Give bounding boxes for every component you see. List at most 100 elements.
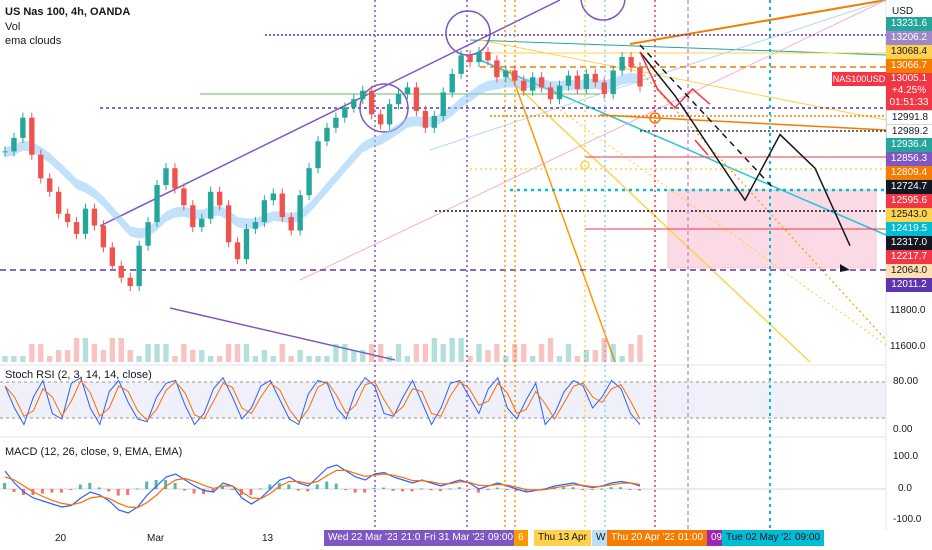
price-tag[interactable]: 12595.6	[886, 194, 932, 208]
date-tag[interactable]: 09:00	[791, 530, 825, 546]
candle[interactable]	[369, 90, 375, 115]
candle[interactable]	[261, 200, 268, 223]
candle[interactable]	[2, 151, 8, 153]
candle[interactable]	[342, 107, 348, 118]
yellow-dotted-fan-line[interactable]	[559, 109, 887, 346]
candle[interactable]	[199, 218, 205, 228]
candle[interactable]	[619, 57, 625, 71]
candle[interactable]	[467, 55, 473, 63]
candle[interactable]	[279, 193, 285, 218]
annotation-circle-4[interactable]	[649, 112, 661, 124]
candle[interactable]	[529, 77, 536, 91]
candle[interactable]	[216, 191, 223, 206]
orange-fan-line[interactable]	[509, 69, 616, 363]
candle[interactable]	[234, 242, 241, 260]
candle[interactable]	[449, 73, 455, 93]
candle[interactable]	[11, 137, 17, 152]
date-tag[interactable]: Thu 20 Apr '23	[607, 530, 680, 546]
candle[interactable]	[243, 228, 250, 260]
candle[interactable]	[252, 222, 259, 229]
price-tag[interactable]: 13206.2	[886, 31, 932, 45]
candle[interactable]	[64, 213, 71, 223]
candle[interactable]	[485, 52, 491, 61]
price-tag[interactable]: 13068.4	[886, 45, 932, 59]
projection-path-red[interactable]	[639, 51, 711, 109]
candle[interactable]	[270, 193, 276, 201]
price-tag[interactable]: 12011.2	[886, 278, 932, 292]
candle[interactable]	[351, 99, 357, 108]
ema-cloud[interactable]	[5, 72, 640, 239]
candle[interactable]	[377, 114, 384, 125]
macd-line[interactable]	[4, 464, 641, 514]
candle[interactable]	[288, 217, 294, 231]
candle[interactable]	[100, 225, 107, 248]
candle[interactable]	[386, 104, 393, 125]
candle[interactable]	[601, 82, 607, 95]
candle[interactable]	[538, 77, 545, 88]
price-tag[interactable]: 12419.5	[886, 222, 932, 236]
candle[interactable]	[404, 87, 411, 95]
candle[interactable]	[172, 168, 178, 189]
candle[interactable]	[333, 117, 339, 128]
date-tag[interactable]: Fri 31 Mar '23	[420, 530, 490, 546]
vol-label[interactable]: Vol	[5, 21, 21, 33]
candle[interactable]	[225, 205, 232, 243]
candle[interactable]	[547, 87, 554, 100]
candle[interactable]	[422, 110, 429, 128]
candle[interactable]	[315, 141, 321, 169]
date-tag[interactable]: 6	[514, 530, 528, 546]
candle[interactable]	[583, 73, 590, 90]
candle[interactable]	[145, 222, 151, 246]
macd-signal-line[interactable]	[4, 469, 641, 509]
orange-dotted-fan-line[interactable]	[629, 59, 887, 341]
candle[interactable]	[574, 75, 581, 90]
price-tag[interactable]: 12217.7	[886, 250, 932, 264]
candle[interactable]	[306, 168, 312, 196]
candle[interactable]	[628, 57, 634, 68]
candle[interactable]	[118, 265, 124, 278]
candle[interactable]	[190, 205, 196, 228]
black-dashed-projection[interactable]	[639, 44, 776, 191]
candle[interactable]	[360, 90, 366, 100]
candle[interactable]	[208, 191, 214, 219]
candle[interactable]	[73, 222, 80, 234]
projection-path-black[interactable]	[639, 51, 851, 246]
candle[interactable]	[503, 70, 509, 78]
candle[interactable]	[38, 154, 44, 179]
candle[interactable]	[395, 94, 402, 105]
price-tag[interactable]: 12064.0	[886, 264, 932, 278]
annotation-circle-5[interactable]	[580, 160, 590, 170]
candle[interactable]	[512, 70, 518, 81]
price-tag[interactable]: 12809.4	[886, 166, 932, 180]
upper-resistance-line[interactable]	[629, 0, 887, 45]
candle[interactable]	[565, 75, 572, 86]
date-tag[interactable]: 21:0	[397, 530, 425, 546]
price-tag[interactable]: 12317.0	[886, 236, 932, 250]
candle[interactable]	[458, 55, 464, 74]
date-tag[interactable]: 01:00	[674, 530, 708, 546]
candle[interactable]	[324, 127, 330, 142]
annotation-circle-3[interactable]	[580, 0, 626, 21]
candle[interactable]	[610, 70, 616, 95]
candle[interactable]	[91, 208, 98, 226]
candle[interactable]	[413, 87, 420, 111]
candle[interactable]	[494, 60, 500, 78]
date-tag[interactable]: 09	[707, 530, 727, 546]
price-tag[interactable]: 12543.0	[886, 208, 932, 222]
candle[interactable]	[556, 85, 563, 100]
stoch-rsi-k-line[interactable]	[4, 376, 641, 426]
candle[interactable]	[109, 247, 116, 266]
annotation-circle-1[interactable]	[359, 83, 409, 133]
candle[interactable]	[592, 73, 598, 83]
date-tag[interactable]: Wed 22 Mar '23	[324, 530, 403, 546]
candle[interactable]	[163, 168, 169, 186]
channel-lower-line[interactable]	[169, 307, 396, 361]
ema-clouds-label[interactable]: ema clouds	[5, 35, 62, 47]
candle[interactable]	[136, 245, 142, 287]
macd-title[interactable]: MACD (12, 26, close, 9, EMA, EMA)	[5, 446, 183, 458]
price-tag[interactable]: 12724.7	[886, 180, 932, 194]
candle[interactable]	[29, 117, 35, 155]
candle[interactable]	[297, 195, 303, 231]
date-tag[interactable]: Thu 13 Apr	[534, 530, 591, 546]
stoch-rsi-d-line[interactable]	[4, 379, 641, 423]
